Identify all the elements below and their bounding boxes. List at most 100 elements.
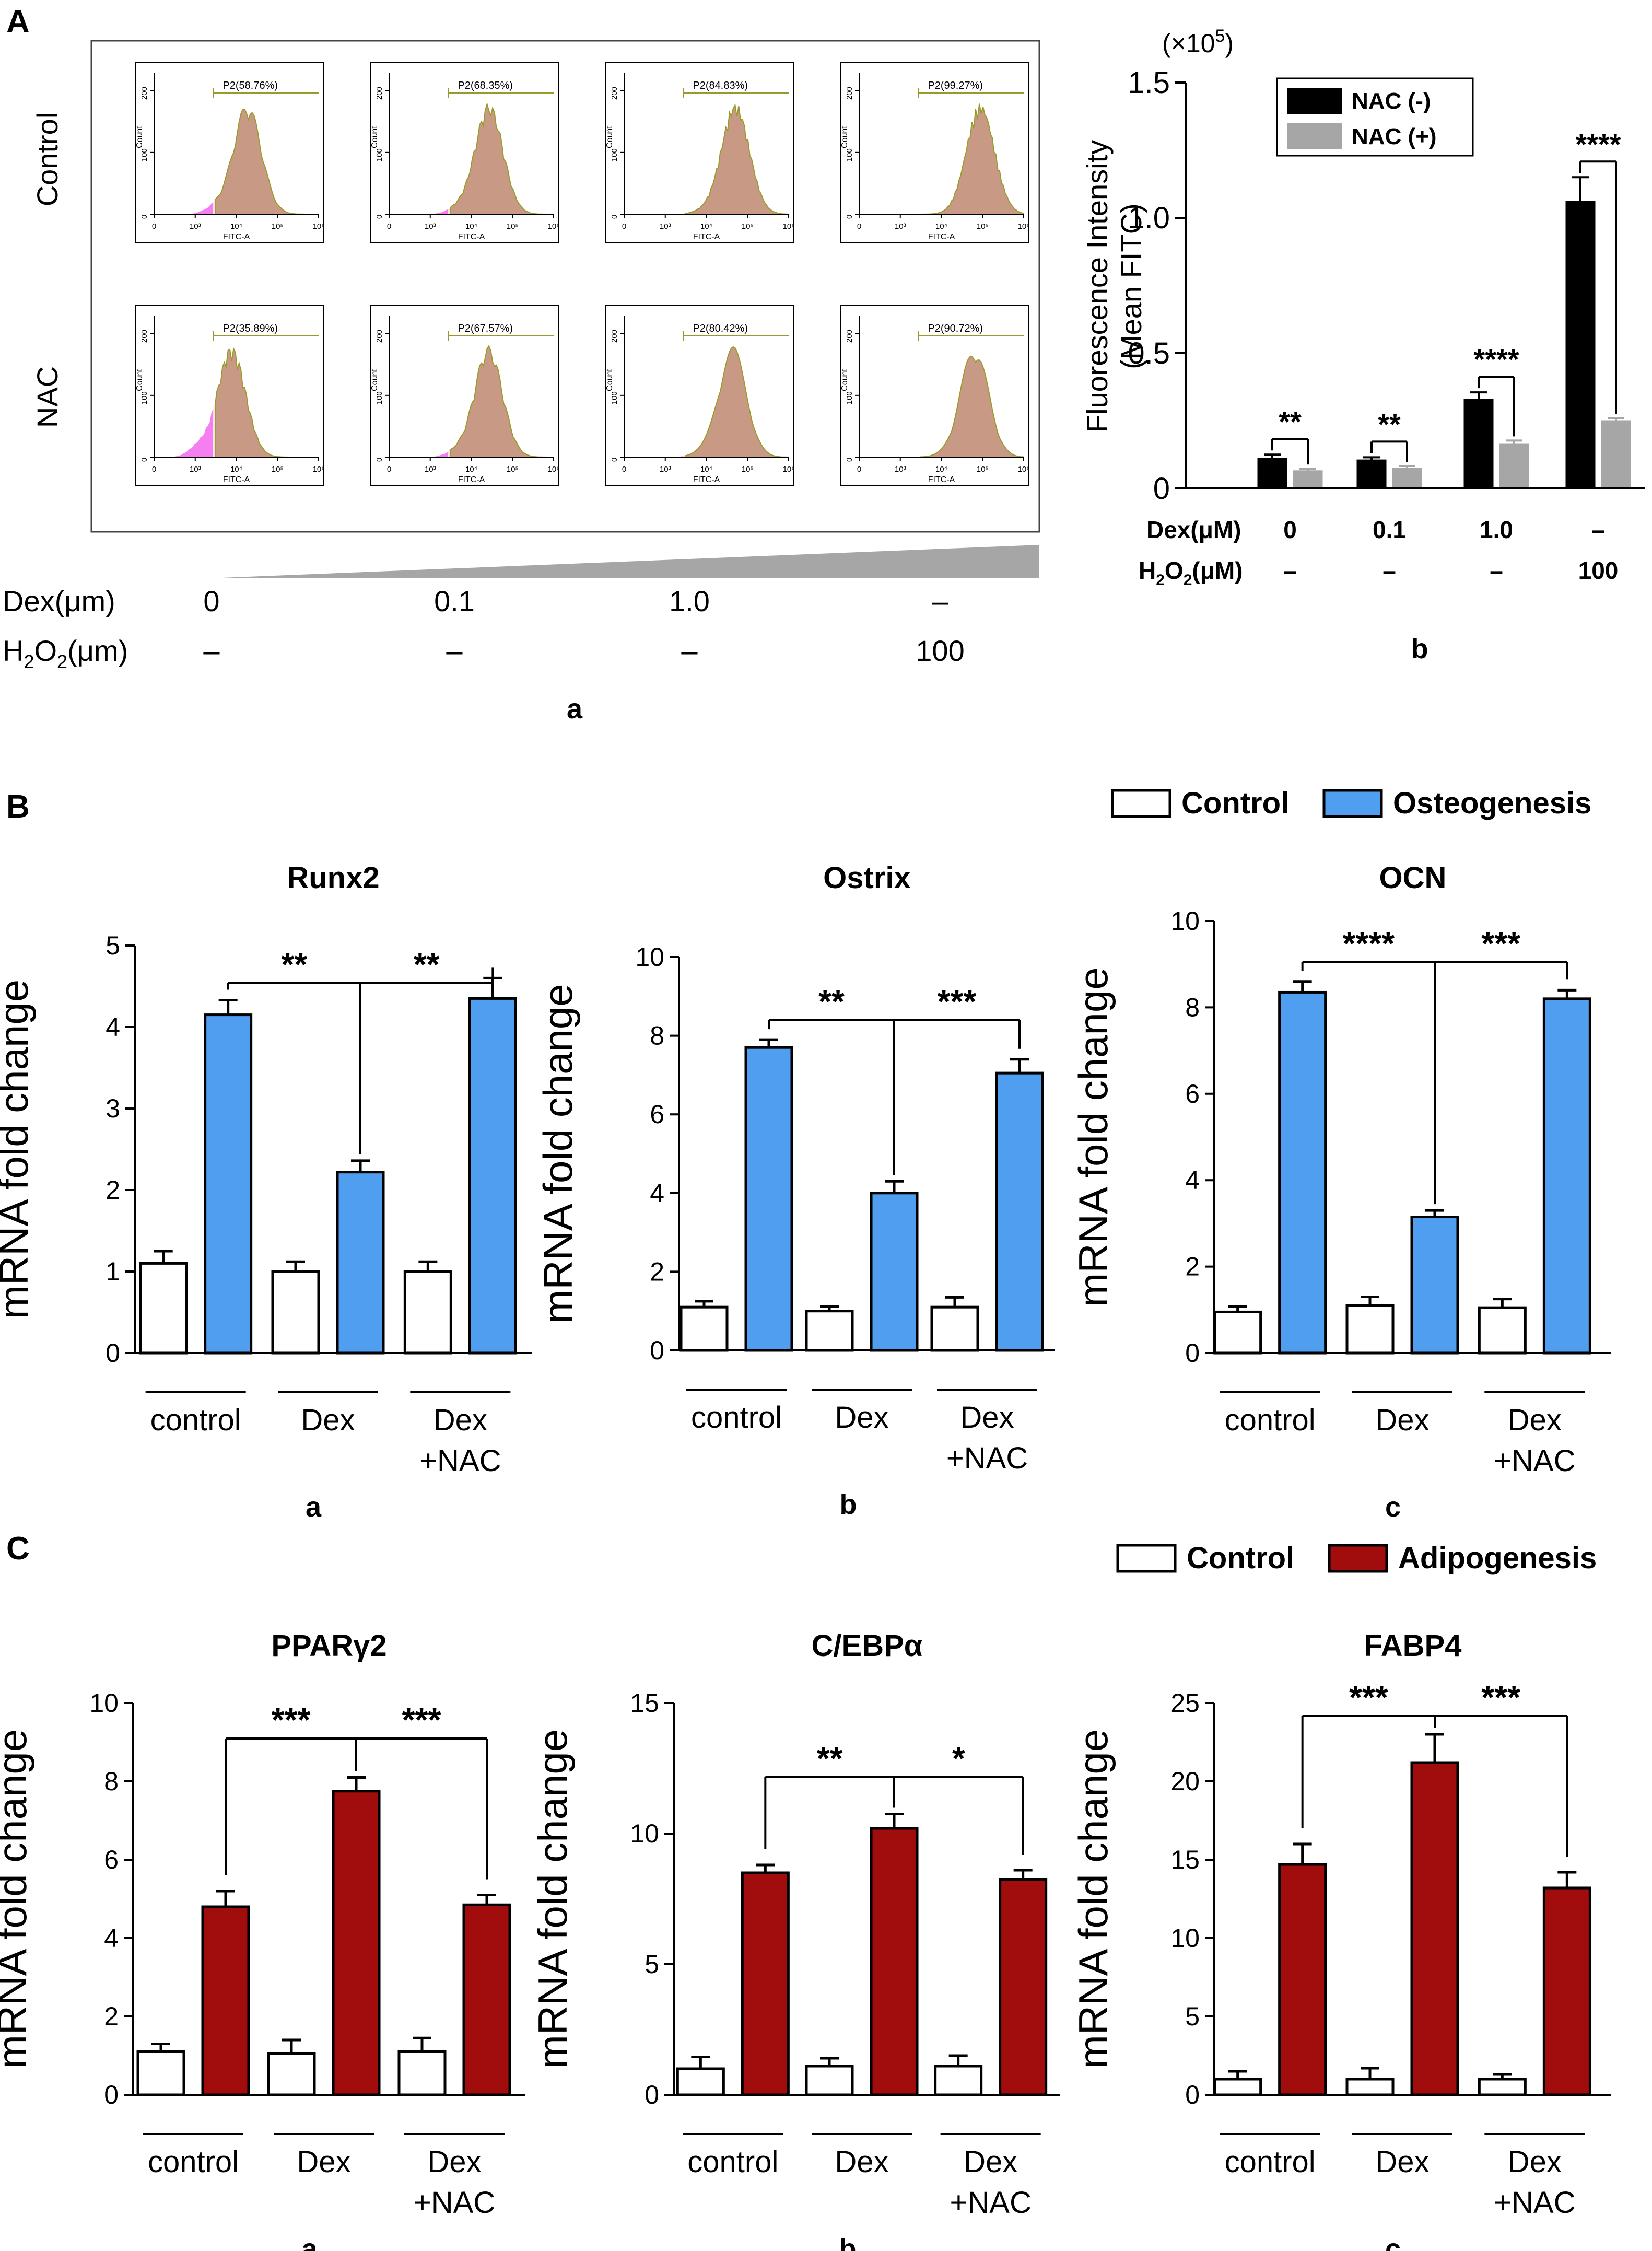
- x-category-label: Dex: [1375, 1403, 1429, 1437]
- x-tick-label: 10⁶: [783, 222, 795, 231]
- chart-title: OCN: [1379, 861, 1447, 895]
- y-axis-label: Count: [135, 369, 144, 391]
- gate-label: P2(67.57%): [458, 323, 513, 334]
- positive-population: [920, 103, 1024, 215]
- y-tick-label: 200: [140, 330, 149, 343]
- row-label-nac: NAC: [31, 366, 64, 428]
- y-tick-label: 200: [845, 330, 854, 343]
- h2o2-value: –: [1382, 557, 1396, 584]
- x-category-label: Dex: [835, 2145, 888, 2179]
- chart-A-b: 0 0.5 1.0 1.5 (×105) Fluorescence Intensity (M…: [1081, 26, 1645, 664]
- dex-value: 1.0: [669, 585, 710, 617]
- x-tick-label: 0: [152, 222, 156, 231]
- legend-label: NAC (+): [1352, 124, 1437, 149]
- x-category-label: Dex: [427, 2145, 481, 2179]
- bar: [201, 1905, 250, 2096]
- y-tick-label: 20: [1170, 1767, 1200, 1796]
- chart-title: Ostrix: [823, 861, 911, 895]
- sig-stars: ****: [1343, 925, 1395, 962]
- y-tick-label: 8: [104, 1767, 119, 1796]
- sub-label-b: b: [1411, 633, 1428, 664]
- bar: [1499, 443, 1529, 489]
- bar: [403, 1270, 452, 1355]
- y-tick-label: 200: [610, 87, 619, 100]
- y-tick-label: 100: [375, 148, 384, 161]
- sig-stars: ***: [1349, 1678, 1388, 1716]
- x-tick-label: 0: [387, 465, 391, 474]
- y-tick-label: 0: [845, 215, 854, 219]
- x-tick-label: 10³: [190, 222, 201, 231]
- dex-value: 1.0: [1480, 516, 1513, 543]
- dex-value: 0: [1283, 516, 1297, 543]
- y-tick-label: 200: [375, 87, 384, 100]
- legend-swatch: [1287, 123, 1342, 149]
- bar: [999, 1878, 1048, 2096]
- x-category-label: control: [691, 1401, 782, 1434]
- chart-C-c: 0 5 10 15 20 25 mRNA fold change FABP4 control De…: [1070, 1629, 1611, 2251]
- x-tick-label: 10⁶: [313, 465, 325, 474]
- bar: [1356, 459, 1387, 489]
- chart-B-b: 0 2 4 6 8 10 mRNA fold change Ostrix control Dex D…: [535, 861, 1055, 1520]
- y-axis-label: mRNA fold change: [1070, 1729, 1116, 2069]
- gate-label: P2(80.42%): [693, 323, 748, 334]
- y-axis-label: Count: [605, 126, 614, 148]
- sub-label: a: [306, 1491, 322, 1523]
- legend-swatch: [1111, 789, 1171, 818]
- negative-population: [154, 202, 214, 214]
- gate-label: P2(99.27%): [928, 80, 983, 91]
- x-axis-label: FITC-A: [458, 232, 485, 241]
- x-tick-label: 10⁴: [230, 465, 242, 474]
- dex-row-label: Dex(μM): [1146, 516, 1241, 543]
- y-tick-label: 200: [140, 87, 149, 100]
- x-axis-label: FITC-A: [693, 475, 720, 484]
- y-tick-label: 0: [845, 458, 854, 462]
- y-tick-label: 0: [104, 2080, 119, 2109]
- legend-label: NAC (-): [1352, 88, 1431, 114]
- flow-frame: [90, 40, 1040, 533]
- x-category-label: Dex: [297, 2145, 350, 2179]
- y-tick-label: 100: [845, 391, 854, 404]
- bar: [1278, 990, 1327, 1355]
- gate-label: P2(35.89%): [222, 323, 278, 334]
- x-tick-label: 0: [857, 465, 861, 474]
- bar: [139, 1262, 188, 1355]
- y-scale-label: (×105): [1162, 26, 1234, 58]
- y-tick-label: 0: [610, 215, 619, 219]
- legend-swatch: [1328, 1544, 1388, 1573]
- x-tick-label: 10⁵: [507, 222, 519, 231]
- sig-stars: ****: [1473, 343, 1519, 376]
- x-category-label: +NAC: [414, 2186, 495, 2220]
- bar: [930, 1305, 979, 1352]
- bar: [1293, 470, 1323, 489]
- bar: [679, 1305, 729, 1352]
- negative-population: [389, 451, 449, 457]
- y-tick-label: 10: [1170, 906, 1200, 936]
- bar: [1213, 2078, 1262, 2096]
- y-axis-label: mRNA fold change: [1070, 967, 1116, 1307]
- bar: [1565, 201, 1596, 489]
- h2o2-row-label: H2O2(μm): [3, 634, 128, 672]
- dex-value: 0.1: [434, 585, 475, 617]
- bar: [1410, 1761, 1459, 2096]
- sub-label-a: a: [567, 693, 583, 725]
- x-category-label: Dex: [964, 2145, 1017, 2179]
- flow-histogram: P2(68.35%) 0 100 200 0 10³ 10⁴ 10⁵ 10⁶ FITC-A Coun…: [370, 62, 560, 243]
- y-tick-label: 100: [845, 148, 854, 161]
- y-tick-label: 2: [106, 1175, 120, 1205]
- y-tick-label: 10: [1170, 1923, 1200, 1953]
- x-tick-label: 10⁵: [742, 465, 754, 474]
- flow-histogram: P2(90.72%) 0 100 200 0 10³ 10⁴ 10⁵ 10⁶ FITC-A Coun…: [840, 305, 1029, 486]
- y-tick-label: 10: [89, 1688, 119, 1718]
- x-tick-label: 10⁵: [977, 222, 989, 231]
- x-category-label: Dex: [433, 1403, 487, 1437]
- x-tick-label: 10⁶: [548, 222, 560, 231]
- y-tick-label: 3: [106, 1094, 120, 1123]
- y-tick-label: 2: [104, 2002, 119, 2031]
- bar: [1463, 399, 1494, 489]
- bar: [1345, 2078, 1395, 2096]
- y-tick-label: 0: [1185, 1338, 1200, 1368]
- x-category-label: control: [150, 1403, 241, 1437]
- y-tick-label: 0: [140, 215, 149, 219]
- y-tick-label: 0: [140, 458, 149, 462]
- x-tick-label: 10⁴: [465, 222, 477, 231]
